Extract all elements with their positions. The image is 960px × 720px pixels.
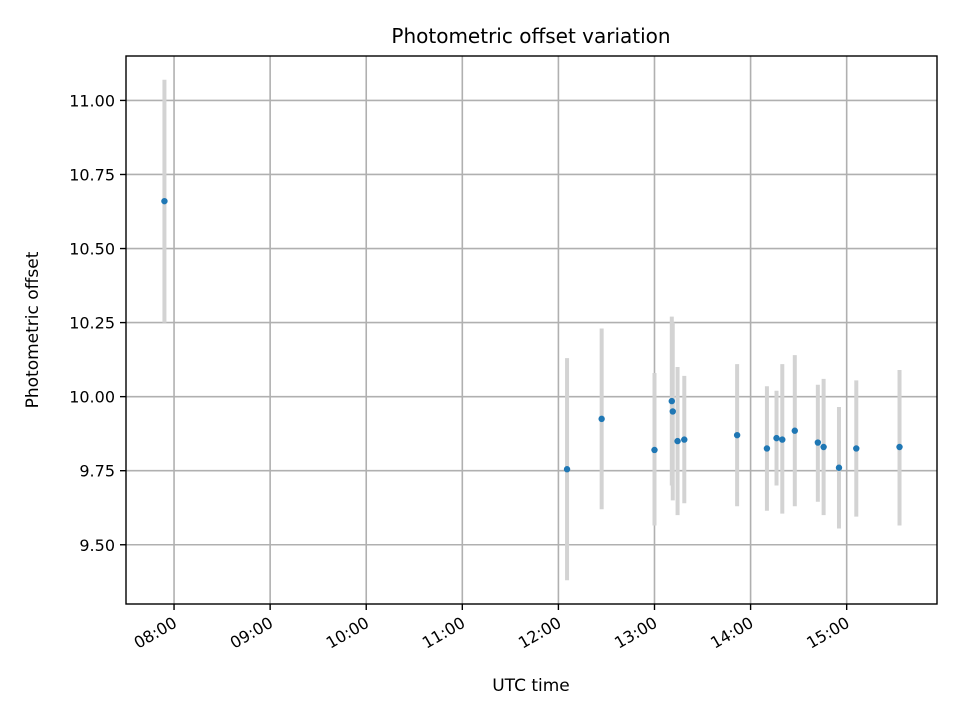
data-point bbox=[896, 443, 903, 451]
y-axis: 9.50 9.75 10.00 10.25 10.50 10.75 11.00 bbox=[69, 91, 126, 555]
data-point bbox=[779, 436, 786, 443]
y-tick-label: 9.75 bbox=[79, 462, 115, 481]
chart-title: Photometric offset variation bbox=[391, 24, 670, 48]
data-point bbox=[814, 439, 822, 446]
grid bbox=[126, 56, 937, 604]
x-axis-label: UTC time bbox=[492, 676, 570, 696]
data-point bbox=[820, 443, 827, 451]
data-point bbox=[681, 436, 688, 443]
data-point bbox=[763, 445, 771, 452]
data-point bbox=[563, 466, 571, 473]
y-tick-label: 10.00 bbox=[69, 388, 115, 407]
data-point bbox=[161, 197, 168, 205]
y-axis-label: Photometric offset bbox=[23, 251, 43, 408]
data-point bbox=[668, 397, 675, 405]
plot-frame bbox=[125, 55, 938, 605]
data-point bbox=[733, 431, 741, 439]
y-tick-label: 10.75 bbox=[69, 165, 115, 184]
data-point bbox=[791, 427, 798, 434]
data-point bbox=[651, 446, 658, 454]
data-point bbox=[674, 437, 681, 445]
y-tick-label: 9.50 bbox=[79, 536, 115, 555]
data-point bbox=[669, 408, 676, 415]
y-tick-label: 11.00 bbox=[69, 91, 115, 110]
data-point bbox=[773, 434, 780, 442]
data-point bbox=[598, 415, 605, 423]
y-tick-label: 10.50 bbox=[69, 240, 115, 259]
data-point bbox=[835, 464, 843, 471]
data-points bbox=[161, 197, 903, 473]
y-tick-label: 10.25 bbox=[69, 314, 115, 333]
data-point bbox=[853, 445, 860, 452]
